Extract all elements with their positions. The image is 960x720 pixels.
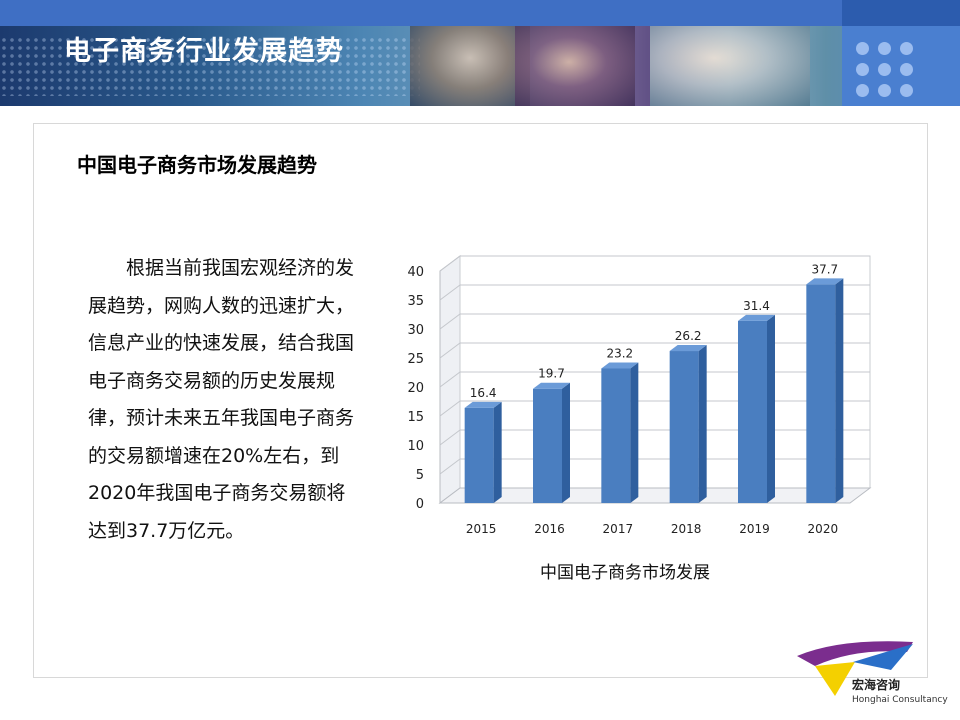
banner-dot (878, 84, 891, 97)
bar-top (669, 345, 707, 352)
gridline (439, 342, 870, 359)
x-tick-label: 2020 (808, 522, 839, 536)
gridline (439, 313, 870, 330)
x-tick-label: 2019 (739, 522, 770, 536)
logo-name-cn: 宏海咨询 (852, 678, 901, 692)
data-label: 37.7 (811, 262, 838, 276)
y-tick-label: 40 (407, 265, 424, 280)
bar (533, 388, 562, 503)
page-title: 电子商务行业发展趋势 (64, 36, 344, 67)
bar (806, 284, 836, 503)
y-tick-label: 30 (407, 323, 424, 338)
banner-photo-2 (515, 26, 635, 106)
bar (601, 368, 631, 503)
banner-dot (856, 42, 869, 55)
y-tick-label: 25 (407, 352, 424, 367)
gridline (439, 429, 870, 446)
bar-side (630, 362, 639, 503)
bar (464, 407, 494, 503)
gridline (439, 458, 870, 475)
logo-name-en: Honghai Consultancy (852, 695, 948, 705)
data-label: 31.4 (743, 299, 770, 313)
data-label: 23.2 (606, 346, 633, 360)
company-logo (797, 641, 913, 696)
y-tick-label: 15 (407, 410, 424, 425)
banner-photo-3 (650, 26, 810, 106)
banner-dot (856, 63, 869, 76)
banner-dot-pattern (0, 36, 420, 96)
banner-dot (900, 63, 913, 76)
bar-side (835, 278, 844, 503)
data-label: 19.7 (538, 367, 565, 381)
banner-dot (878, 42, 891, 55)
banner-photo-1 (410, 26, 530, 106)
bar-chart: 0 5 10 15 20 25 30 35 40 16.4 2015 19.7 2016 23.2 2017… (407, 255, 872, 536)
y-tick-label: 20 (407, 381, 424, 396)
banner-dot-block (842, 26, 960, 106)
gridline (439, 371, 870, 388)
data-label: 16.4 (470, 386, 497, 400)
header-banner (0, 26, 960, 106)
y-tick-label: 35 (407, 294, 424, 309)
banner-dot (900, 84, 913, 97)
top-stripe (0, 0, 960, 26)
chart-caption: 中国电子商务市场发展 (540, 563, 710, 583)
banner-dot (900, 42, 913, 55)
gridline (439, 255, 870, 272)
x-tick-label: 2016 (534, 522, 565, 536)
banner-dot (878, 63, 891, 76)
y-tick-label: 0 (416, 497, 424, 512)
bar-top (533, 382, 570, 389)
data-label: 26.2 (675, 329, 702, 343)
bar-side (767, 314, 775, 503)
section-subtitle: 中国电子商务市场发展趋势 (77, 153, 317, 177)
chart-floor (438, 487, 872, 504)
x-tick-label: 2015 (466, 522, 497, 536)
bar (669, 351, 699, 503)
bar-top (738, 314, 775, 321)
bar-side (562, 382, 570, 503)
bar-top (806, 278, 844, 285)
logo-blue-shape (853, 644, 913, 670)
banner-dot (856, 84, 869, 97)
logo-purple-swoosh (797, 641, 913, 666)
bar-top (601, 362, 639, 369)
bar (738, 320, 767, 503)
y-tick-label: 10 (407, 439, 424, 454)
y-tick-label: 5 (416, 468, 424, 483)
body-paragraph: 根据当前我国宏观经济的发展趋势，网购人数的迅速扩大，信息产业的快速发展，结合我国… (88, 257, 355, 542)
gridline (439, 400, 870, 417)
top-stripe-accent (842, 0, 960, 26)
logo-yellow-shape (815, 662, 855, 696)
bar-top (464, 401, 502, 408)
bar-side (493, 401, 502, 503)
gridline (439, 284, 870, 301)
x-tick-label: 2018 (671, 522, 702, 536)
bar-side (698, 345, 707, 503)
x-tick-label: 2017 (603, 522, 634, 536)
